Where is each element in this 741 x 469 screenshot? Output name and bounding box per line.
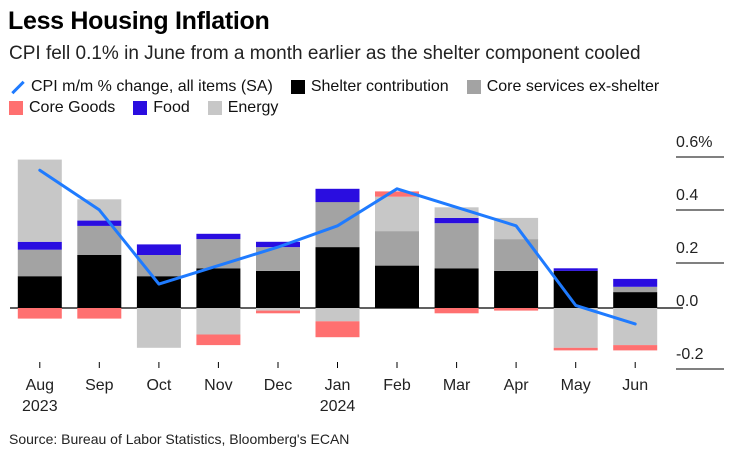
- legend-item-cpi-line: CPI m/m % change, all items (SA): [9, 78, 273, 96]
- bar-energy-jun: [613, 308, 658, 346]
- energy-swatch-icon: [207, 101, 222, 115]
- bar-energy-may: [553, 308, 598, 348]
- bar-core-services-mar: [434, 223, 479, 269]
- legend-label-core-services: Core services ex-shelter: [486, 78, 660, 95]
- chart-subtitle: CPI fell 0.1% in June from a month earli…: [9, 43, 641, 64]
- bar-energy-feb: [375, 196, 419, 232]
- bar-food-mar: [434, 217, 479, 224]
- bar-shelter-feb: [375, 265, 419, 308]
- bar-shelter-oct: [136, 276, 181, 308]
- core-goods-swatch-icon: [9, 101, 23, 115]
- chart-title: Less Housing Inflation: [8, 7, 270, 35]
- bar-core-goods-apr: [494, 308, 539, 311]
- bar-food-oct: [136, 244, 181, 255]
- bar-core-goods-jan: [315, 321, 360, 338]
- bar-shelter-jan: [315, 247, 360, 308]
- bar-food-sep: [77, 220, 122, 226]
- x-tick-label: Mar: [443, 377, 471, 394]
- x-tick-label: Dec: [264, 377, 292, 394]
- bar-core-services-sep: [77, 225, 122, 255]
- legend-item-shelter: Shelter contribution: [290, 78, 449, 96]
- bar-core-goods-sep: [77, 308, 122, 319]
- legend-label-food: Food: [153, 99, 190, 116]
- x-tick-label: Nov: [204, 377, 232, 394]
- core-services-swatch-icon: [466, 80, 481, 94]
- shelter-swatch-icon: [290, 80, 305, 94]
- legend-item-core-services: Core services ex-shelter: [466, 78, 660, 96]
- legend-item-energy: Energy: [207, 99, 279, 117]
- legend-item-food: Food: [133, 99, 190, 117]
- legend-row-2: Core Goods Food Energy: [9, 99, 734, 117]
- bar-core-goods-mar: [434, 308, 479, 314]
- bar-core-goods-aug: [17, 308, 62, 319]
- cpi-line: [38, 168, 637, 326]
- x-tick-label: Jun: [622, 377, 648, 394]
- x-tick-label: Aug: [26, 377, 54, 394]
- bar-food-aug: [17, 241, 62, 250]
- bar-core-services-jun: [613, 286, 658, 293]
- bar-food-jun: [613, 278, 658, 287]
- y-tick-label: 0.6%: [676, 134, 712, 151]
- bar-shelter-nov: [196, 268, 241, 309]
- bar-energy-oct: [136, 308, 181, 348]
- y-tick-label: 0.2: [676, 240, 698, 257]
- bar-energy-dec: [256, 308, 300, 311]
- bar-core-goods-dec: [256, 310, 300, 314]
- legend-label-energy: Energy: [227, 99, 279, 116]
- x-tick-year-label: 2024: [320, 398, 356, 415]
- bar-core-goods-may: [553, 347, 598, 351]
- bar-core-services-nov: [196, 239, 241, 269]
- bar-shelter-mar: [434, 268, 479, 309]
- bar-shelter-jun: [613, 292, 658, 308]
- bar-core-services-aug: [17, 249, 62, 277]
- x-tick-label: Jan: [325, 377, 351, 394]
- bar-food-may: [553, 268, 598, 271]
- y-tick-label: 0.0: [676, 293, 698, 310]
- y-tick-label: 0.4: [676, 187, 698, 204]
- bar-core-goods-nov: [196, 334, 241, 346]
- x-tick-label: Oct: [146, 377, 171, 394]
- bar-shelter-aug: [17, 276, 62, 308]
- bar-energy-jan: [315, 308, 360, 322]
- x-tick-label: Feb: [383, 377, 411, 394]
- bar-energy-mar: [434, 207, 479, 218]
- bar-food-jan: [315, 188, 360, 203]
- x-tick-label: Sep: [85, 377, 114, 394]
- x-tick-label: Apr: [504, 377, 530, 394]
- bar-energy-nov: [196, 308, 241, 335]
- legend-item-core-goods: Core Goods: [9, 99, 115, 117]
- bar-core-goods-feb: [375, 191, 419, 197]
- legend-row-1: CPI m/m % change, all items (SA) Shelter…: [9, 78, 734, 96]
- food-swatch-icon: [133, 101, 148, 115]
- x-tick-label: May: [561, 377, 591, 394]
- bar-core-services-feb: [375, 231, 419, 266]
- legend-label-cpi: CPI m/m % change, all items (SA): [31, 78, 273, 95]
- bar-shelter-sep: [77, 255, 122, 308]
- x-tick-year-label: 2023: [22, 398, 58, 415]
- bar-core-services-dec: [256, 247, 300, 271]
- bar-shelter-dec: [256, 270, 300, 308]
- legend-label-core-goods: Core Goods: [29, 99, 116, 116]
- bar-core-goods-jun: [613, 345, 658, 351]
- bar-food-nov: [196, 233, 241, 240]
- y-tick-label: -0.2: [676, 346, 704, 363]
- source-note: Source: Bureau of Labor Statistics, Bloo…: [9, 431, 350, 447]
- bar-shelter-apr: [494, 270, 539, 308]
- bar-shelter-may: [553, 270, 598, 308]
- bar-food-dec: [256, 241, 300, 248]
- legend-label-shelter: Shelter contribution: [310, 78, 449, 95]
- bar-energy-aug: [17, 159, 62, 242]
